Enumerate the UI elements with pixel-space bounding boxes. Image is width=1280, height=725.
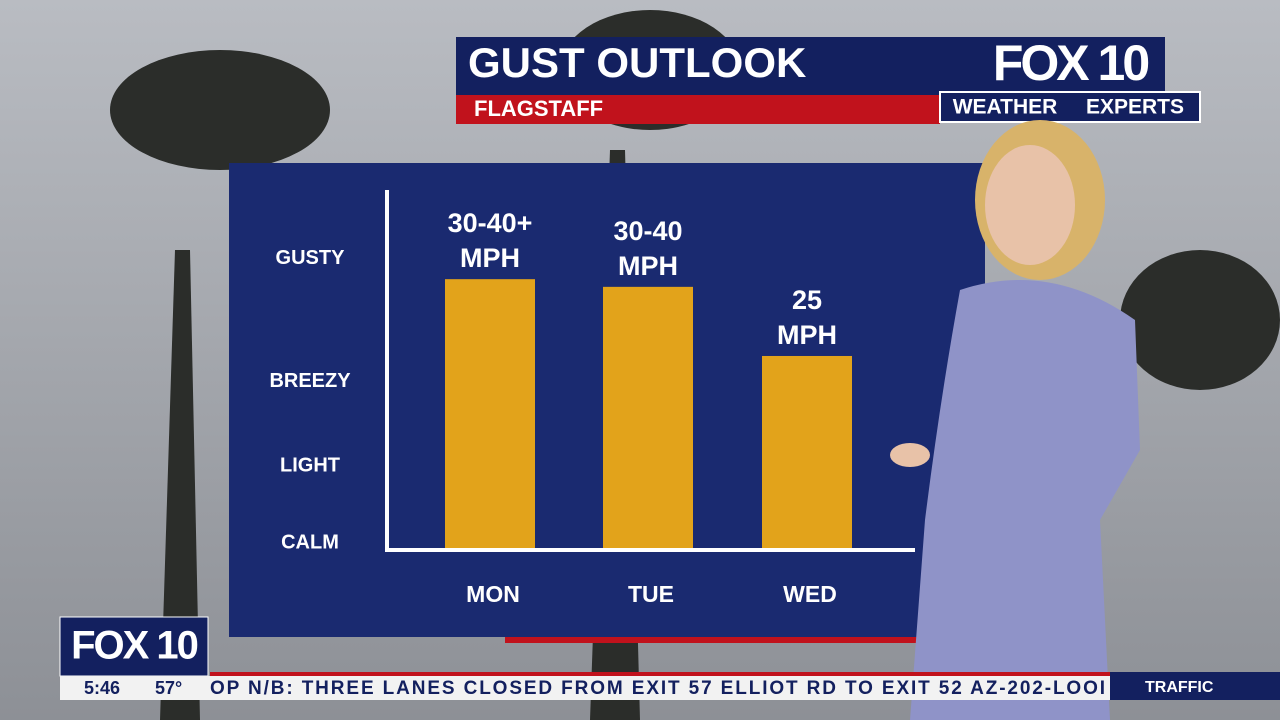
- presenter: [890, 120, 1140, 720]
- plot: CALM LIGHT BREEZY GUSTY MON 30-40+ MPH TUE 30-40…: [269, 208, 852, 607]
- ticker-text: OP N/B: THREE LANES CLOSED FROM EXIT 57 …: [210, 678, 1105, 699]
- panel-accent: [505, 637, 920, 643]
- y-tick-label: BREEZY: [269, 370, 351, 392]
- ticker-bar: [60, 676, 1110, 700]
- y-tick-label: LIGHT: [280, 454, 340, 476]
- brand: EXPERTS: [1086, 96, 1184, 119]
- bar: [762, 355, 852, 548]
- subtitle-bar: [456, 95, 940, 124]
- bar: [445, 279, 535, 548]
- temperature: 57°: [155, 678, 182, 698]
- bug-box: [59, 616, 209, 677]
- ticker-tag: TRAFFIC: [1145, 679, 1214, 696]
- x-tick-label: TUE: [628, 581, 674, 607]
- x-tick-label: MON: [466, 581, 520, 607]
- title-bar: [456, 37, 1165, 95]
- y-tick-label: CALM: [281, 531, 339, 553]
- value-label: 30-40+ MPH: [448, 208, 533, 273]
- x-tick-label: WED: [783, 581, 837, 607]
- logo: FOX 10: [993, 35, 1148, 91]
- chart-subtitle: FLAGSTAFF: [474, 96, 603, 121]
- ticker-accent: [210, 672, 1110, 676]
- time: 5:46: [84, 678, 120, 698]
- y-tick-label: GUSTY: [276, 247, 346, 269]
- chart-title: GUST OUTLOOK: [468, 39, 806, 86]
- ticker-tag-box: [1110, 672, 1280, 700]
- bug-logo: FOX 10: [71, 624, 198, 668]
- brand-box: [939, 91, 1201, 123]
- bar: [603, 286, 693, 548]
- value-label: 30-40 MPH: [613, 216, 682, 281]
- value-label: 25 MPH: [777, 285, 837, 350]
- brand: WEATHER: [953, 96, 1058, 119]
